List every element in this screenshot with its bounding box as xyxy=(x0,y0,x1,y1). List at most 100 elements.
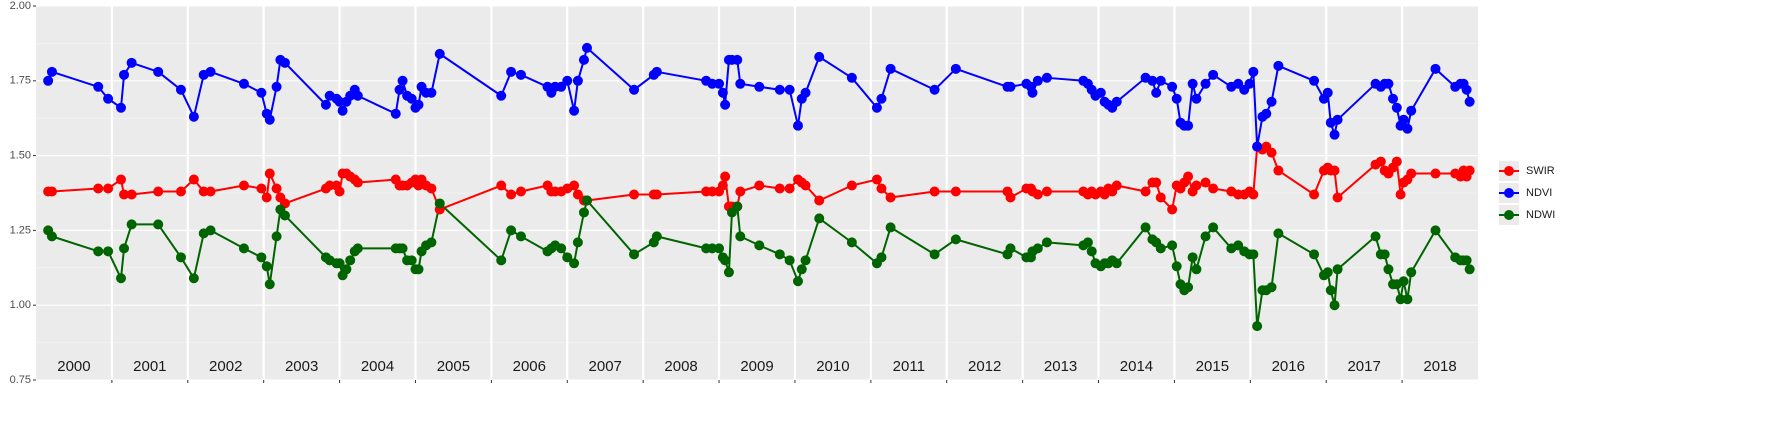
data-point xyxy=(406,255,417,266)
data-point xyxy=(800,255,811,266)
data-point xyxy=(153,219,164,230)
data-point xyxy=(1208,222,1219,233)
data-point xyxy=(1041,186,1052,197)
data-point xyxy=(175,252,186,263)
data-point xyxy=(732,54,743,65)
y-tick-label: 1.25 xyxy=(10,224,31,236)
data-point xyxy=(1151,177,1162,188)
year-label: 2013 xyxy=(1044,358,1077,375)
data-point xyxy=(256,87,267,98)
data-point xyxy=(116,273,127,284)
data-point xyxy=(1140,186,1151,197)
data-point xyxy=(792,276,803,287)
data-point xyxy=(43,75,54,86)
data-point xyxy=(629,84,640,95)
data-point xyxy=(572,237,583,248)
data-point xyxy=(1406,105,1417,116)
data-point xyxy=(1208,183,1219,194)
data-point xyxy=(1322,87,1333,98)
data-point xyxy=(1273,165,1284,176)
data-point xyxy=(188,273,199,284)
legend-label: SWIR xyxy=(1526,165,1555,177)
year-label: 2015 xyxy=(1196,358,1229,375)
data-point xyxy=(1402,123,1413,134)
data-point xyxy=(1187,78,1198,89)
data-point xyxy=(153,186,164,197)
data-point xyxy=(1041,237,1052,248)
data-point xyxy=(153,66,164,77)
data-point xyxy=(93,81,104,92)
data-point xyxy=(46,66,57,77)
data-point xyxy=(103,93,114,104)
year-label: 2012 xyxy=(968,358,1001,375)
data-point xyxy=(784,183,795,194)
data-point xyxy=(1005,81,1016,92)
data-point xyxy=(1461,84,1472,95)
data-point xyxy=(1379,249,1390,260)
data-point xyxy=(885,63,896,74)
data-point xyxy=(1309,75,1320,86)
data-point xyxy=(1402,294,1413,305)
data-point xyxy=(116,102,127,113)
data-point xyxy=(1309,249,1320,260)
data-point xyxy=(93,183,104,194)
data-point xyxy=(506,225,517,236)
data-point xyxy=(271,81,282,92)
data-point xyxy=(1261,108,1272,119)
data-point xyxy=(506,189,517,200)
data-point xyxy=(1391,102,1402,113)
data-point xyxy=(496,90,507,101)
data-point xyxy=(238,243,249,254)
data-point xyxy=(434,48,445,59)
data-point xyxy=(390,108,401,119)
y-tick-label: 1.00 xyxy=(10,299,31,311)
year-label: 2006 xyxy=(513,358,546,375)
data-point xyxy=(581,42,592,53)
data-point xyxy=(754,240,765,251)
data-point xyxy=(1082,237,1093,248)
data-point xyxy=(1252,321,1263,332)
marks xyxy=(43,42,1475,332)
data-point xyxy=(629,249,640,260)
data-point xyxy=(1155,192,1166,203)
data-point xyxy=(1171,93,1182,104)
data-point xyxy=(800,87,811,98)
data-point xyxy=(569,180,580,191)
data-point xyxy=(774,249,785,260)
data-point xyxy=(413,264,424,275)
data-point xyxy=(1464,96,1475,107)
data-point xyxy=(929,186,940,197)
data-point xyxy=(334,258,345,269)
data-point xyxy=(814,195,825,206)
data-point xyxy=(1332,192,1343,203)
data-point xyxy=(569,258,580,269)
data-point xyxy=(1111,96,1122,107)
data-point xyxy=(714,78,725,89)
data-point xyxy=(119,243,130,254)
data-point xyxy=(846,237,857,248)
data-point xyxy=(1398,276,1409,287)
data-point xyxy=(1191,93,1202,104)
data-point xyxy=(279,57,290,68)
data-point xyxy=(397,75,408,86)
legend-key-point xyxy=(1504,166,1514,176)
legend: SWIR NDVI NDWI xyxy=(1499,161,1555,225)
data-point xyxy=(205,186,216,197)
data-point xyxy=(1383,264,1394,275)
data-point xyxy=(1464,264,1475,275)
data-point xyxy=(1171,261,1182,272)
data-point xyxy=(119,69,130,80)
data-point xyxy=(506,66,517,77)
data-point xyxy=(1395,189,1406,200)
data-point xyxy=(352,177,363,188)
data-point xyxy=(774,84,785,95)
data-point xyxy=(1167,204,1178,215)
data-point xyxy=(876,252,887,263)
year-label: 2017 xyxy=(1347,358,1380,375)
data-point xyxy=(126,189,137,200)
data-point xyxy=(345,255,356,266)
data-point xyxy=(774,183,785,194)
y-tick-label: 2.00 xyxy=(10,0,31,12)
data-point xyxy=(871,102,882,113)
data-point xyxy=(496,255,507,266)
